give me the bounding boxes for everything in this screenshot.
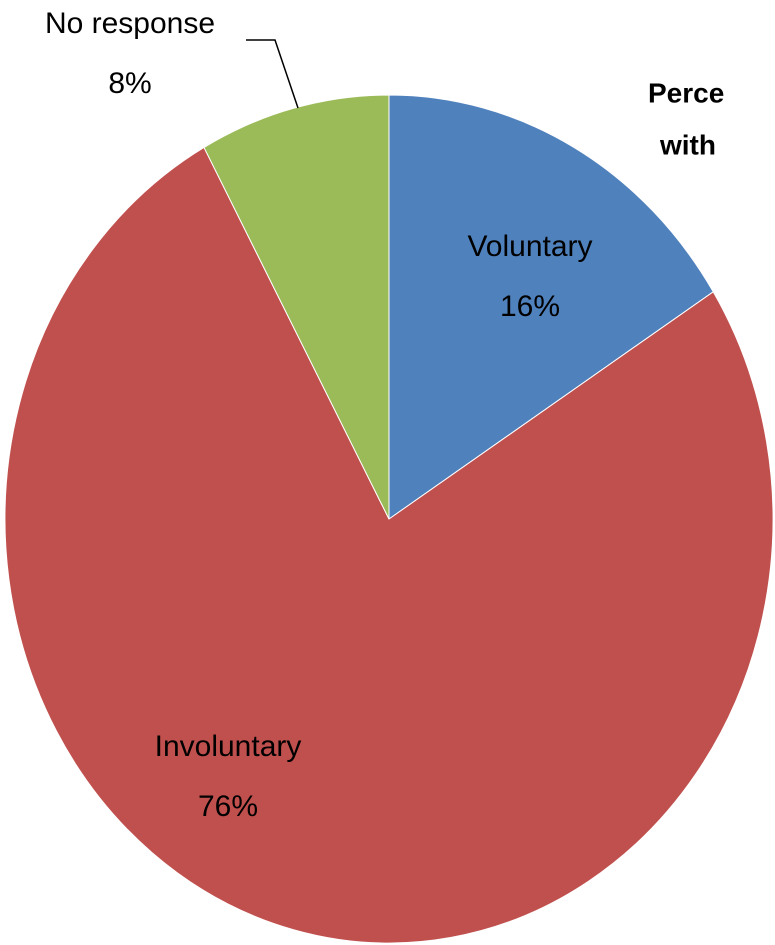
chart-title: Perce <box>648 77 724 108</box>
chart-title: with <box>659 129 716 160</box>
category-label: Involuntary <box>155 730 302 763</box>
category-label: No response <box>45 7 215 40</box>
value-label: 76% <box>198 790 258 823</box>
leader-line <box>246 39 299 109</box>
value-label: 8% <box>108 67 151 100</box>
pie-slice <box>388 94 714 520</box>
pie-slice <box>4 146 774 944</box>
category-label: Voluntary <box>467 230 592 263</box>
value-label: 16% <box>500 290 560 323</box>
pie <box>4 94 774 944</box>
pie-slice <box>203 94 390 520</box>
